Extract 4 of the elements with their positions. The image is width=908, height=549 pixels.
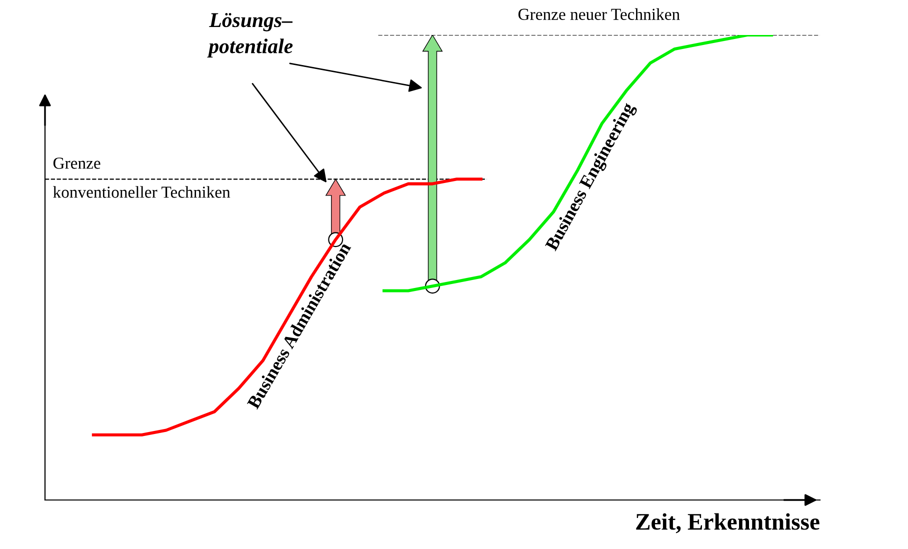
ref-line-label: Grenze neuer Techniken xyxy=(518,8,680,20)
annotation: Lösungs– potentiale xyxy=(207,13,293,58)
x-axis-title: Zeit, Erkenntnisse xyxy=(636,513,820,534)
ref-line-label: Grenze konventioneller Techniken xyxy=(53,158,230,198)
